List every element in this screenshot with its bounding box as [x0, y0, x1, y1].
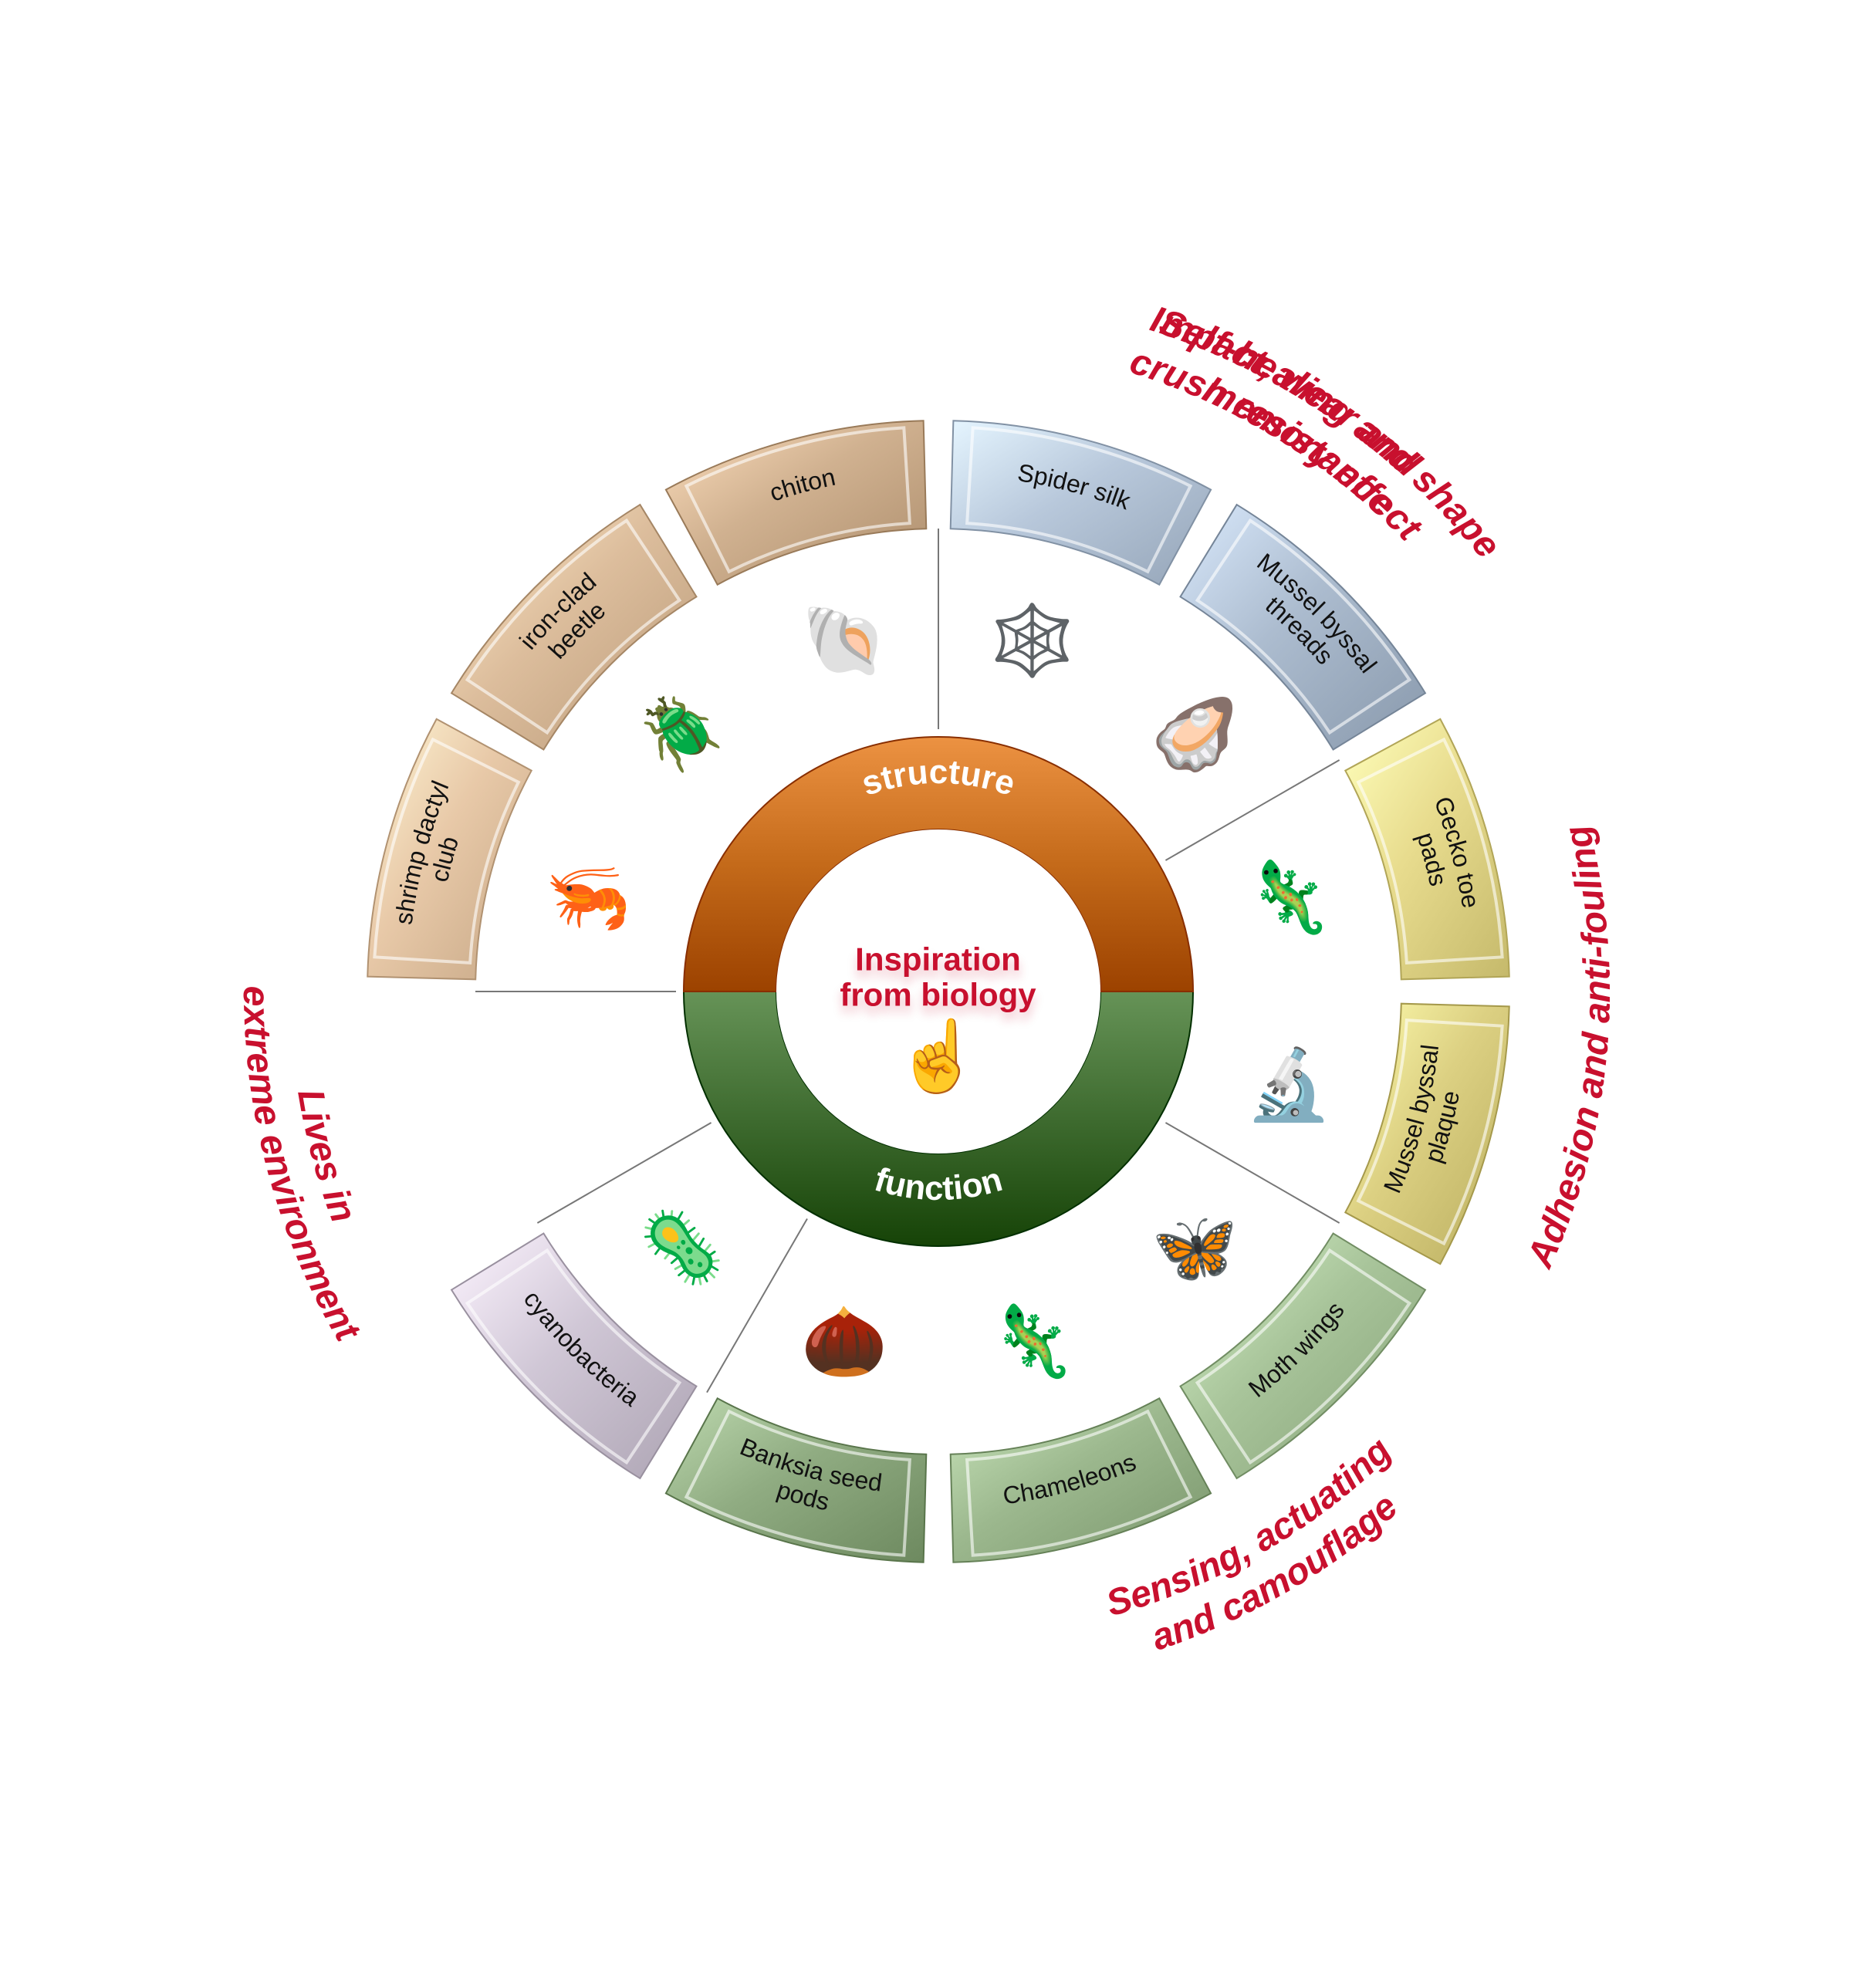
category-label-selfheal: Self-healing and shape: [1154, 302, 1508, 566]
divider-line: [537, 1123, 711, 1223]
diagram-root: functionstructureshrimp dactylclub🦐iron-…: [167, 181, 1710, 1802]
segment-image-musselplaque: 🔬: [1245, 1043, 1331, 1124]
category-label-adhesion: Adhesion and anti-fouling: [1519, 822, 1617, 1275]
pointing-hand-icon: ☝️: [894, 1016, 981, 1097]
segment-image-chiton: 🐚: [801, 603, 887, 680]
segment-image-banksia: 🌰: [801, 1303, 887, 1380]
segment-image-moth: 🦋: [1151, 1209, 1238, 1286]
center-title: Inspiration from biology: [840, 941, 1036, 1012]
segment-image-musselthreads: 🦪: [1151, 691, 1239, 774]
divider-line: [1165, 760, 1339, 860]
segment-image-cyano: 🦠: [638, 1208, 725, 1286]
center-line2: from biology: [840, 978, 1036, 1013]
category-label-extreme: extreme environment: [235, 985, 368, 1349]
segment-image-gecko: 🦎: [1245, 857, 1331, 936]
segment-image-chameleon: 🦎: [989, 1302, 1075, 1380]
center-line1: Inspiration: [840, 941, 1036, 977]
segment-image-spider: 🕸️: [989, 601, 1075, 680]
segment-image-shrimp: 🦐: [544, 859, 630, 936]
divider-line: [1165, 1123, 1339, 1223]
segment-image-beetle: 🪲: [638, 695, 725, 776]
